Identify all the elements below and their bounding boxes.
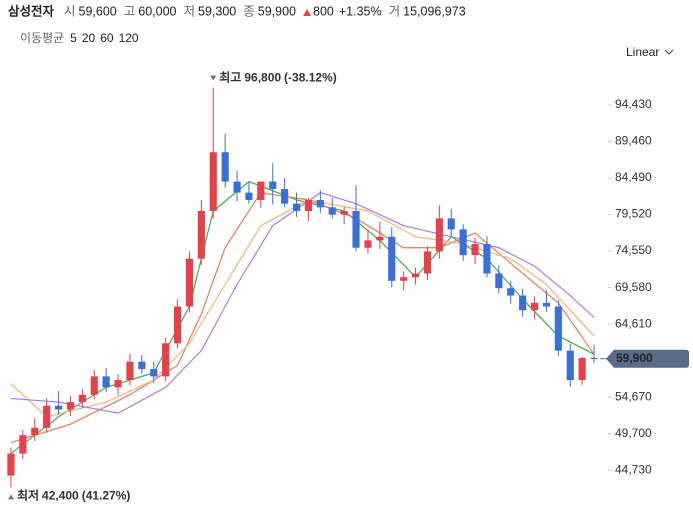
y-tick-label: 64,610 <box>615 316 652 330</box>
candle-body <box>435 218 443 252</box>
change-pct: +1.35% <box>339 4 382 18</box>
scale-selector[interactable]: Linear <box>626 45 674 59</box>
candle-body <box>90 376 98 395</box>
candle-body <box>328 207 336 215</box>
candle-body <box>31 427 39 436</box>
candle-body <box>400 277 408 281</box>
candle-body <box>114 380 122 388</box>
volume-label: 거 <box>389 4 401 18</box>
change: 800 <box>313 4 334 18</box>
candle-body <box>233 181 241 193</box>
moving-average <box>10 191 595 414</box>
y-tick-label: 49,700 <box>615 426 652 440</box>
candle-body <box>590 358 598 359</box>
candle-body <box>304 199 313 211</box>
candle-body <box>150 369 158 377</box>
candle-body <box>269 181 277 189</box>
annotation-marker <box>210 75 217 81</box>
y-tick-label: 94,430 <box>615 97 652 111</box>
annotation-value: 96,800 <box>244 71 281 85</box>
field-label: 저 <box>184 4 196 18</box>
y-tick-label: 54,670 <box>615 389 652 403</box>
candle-body <box>459 229 467 256</box>
field-label: 고 <box>124 4 136 18</box>
candle-body <box>542 302 551 307</box>
legend-entry: 20 <box>82 31 96 45</box>
legend-entry: 120 <box>119 31 139 45</box>
candle-body <box>54 405 63 410</box>
candle-body <box>173 306 182 344</box>
y-tick-label: 74,550 <box>615 243 652 257</box>
candle-body <box>221 152 229 182</box>
ma-label: 이동평균 <box>20 31 64 45</box>
candle-body <box>281 188 289 204</box>
moving-average <box>10 199 595 418</box>
candle-body <box>209 152 217 211</box>
candle-body <box>519 295 527 311</box>
annotation-change: (-38.12%) <box>284 71 337 85</box>
chevron[interactable] <box>664 49 674 55</box>
candle-body <box>66 402 75 410</box>
annotation-text: 최고 <box>219 70 241 85</box>
y-tick-label: 44,730 <box>615 462 652 476</box>
stock-name: 삼성전자 <box>8 3 55 18</box>
last-price-label: 59,900 <box>616 351 653 365</box>
candle-body <box>388 236 396 281</box>
candle-body <box>495 273 503 289</box>
field-value: 59,300 <box>198 4 236 18</box>
candle-body <box>292 203 301 211</box>
candle-body <box>447 218 455 230</box>
volume: 15,096,973 <box>403 4 466 18</box>
candle-body <box>352 211 360 248</box>
candle-body <box>138 361 146 370</box>
candle-body <box>102 376 110 388</box>
moving-average <box>10 180 595 455</box>
annotation-change: (41.27%) <box>82 489 131 503</box>
candle-body <box>578 358 586 381</box>
field-label: 시 <box>64 4 76 18</box>
field-value: 59,600 <box>79 4 117 18</box>
candle-body <box>316 199 324 208</box>
candle-body <box>507 288 515 296</box>
candle-body <box>483 244 491 274</box>
candle-body <box>43 405 51 428</box>
field-label: 종 <box>243 4 255 18</box>
candle-body <box>19 435 27 454</box>
annotation-text: 최저 <box>17 488 39 503</box>
candle-body <box>340 211 348 215</box>
moving-average <box>10 191 595 444</box>
scale-label[interactable]: Linear <box>626 45 659 59</box>
y-tick-label: 89,460 <box>615 134 652 148</box>
candle-body <box>7 453 15 476</box>
candle-body <box>423 251 432 274</box>
candle-body <box>411 273 420 278</box>
candle-body <box>78 394 86 403</box>
candle-body <box>185 258 194 307</box>
y-tick-label: 79,520 <box>615 207 652 221</box>
candle-body <box>245 192 253 200</box>
annotation-marker <box>7 494 14 500</box>
field-value: 60,000 <box>138 4 176 18</box>
up-arrow <box>303 9 312 16</box>
candle-body <box>364 240 372 248</box>
annotation-value: 42,400 <box>42 489 79 503</box>
candle-body <box>530 302 539 311</box>
candle-body <box>197 211 205 259</box>
candle-body <box>566 350 574 381</box>
legend-entry: 60 <box>100 31 114 45</box>
candle-body <box>126 361 134 381</box>
candle-body <box>554 306 562 351</box>
field-value: 59,900 <box>258 4 296 18</box>
legend-entry: 5 <box>70 31 77 45</box>
candle-body <box>376 236 384 241</box>
candle-body <box>471 244 479 256</box>
last-price-tag <box>606 349 689 368</box>
y-tick-label: 84,490 <box>615 170 652 184</box>
candle-body <box>257 181 265 200</box>
candle-body <box>162 343 170 377</box>
y-tick-label: 69,580 <box>615 280 652 294</box>
